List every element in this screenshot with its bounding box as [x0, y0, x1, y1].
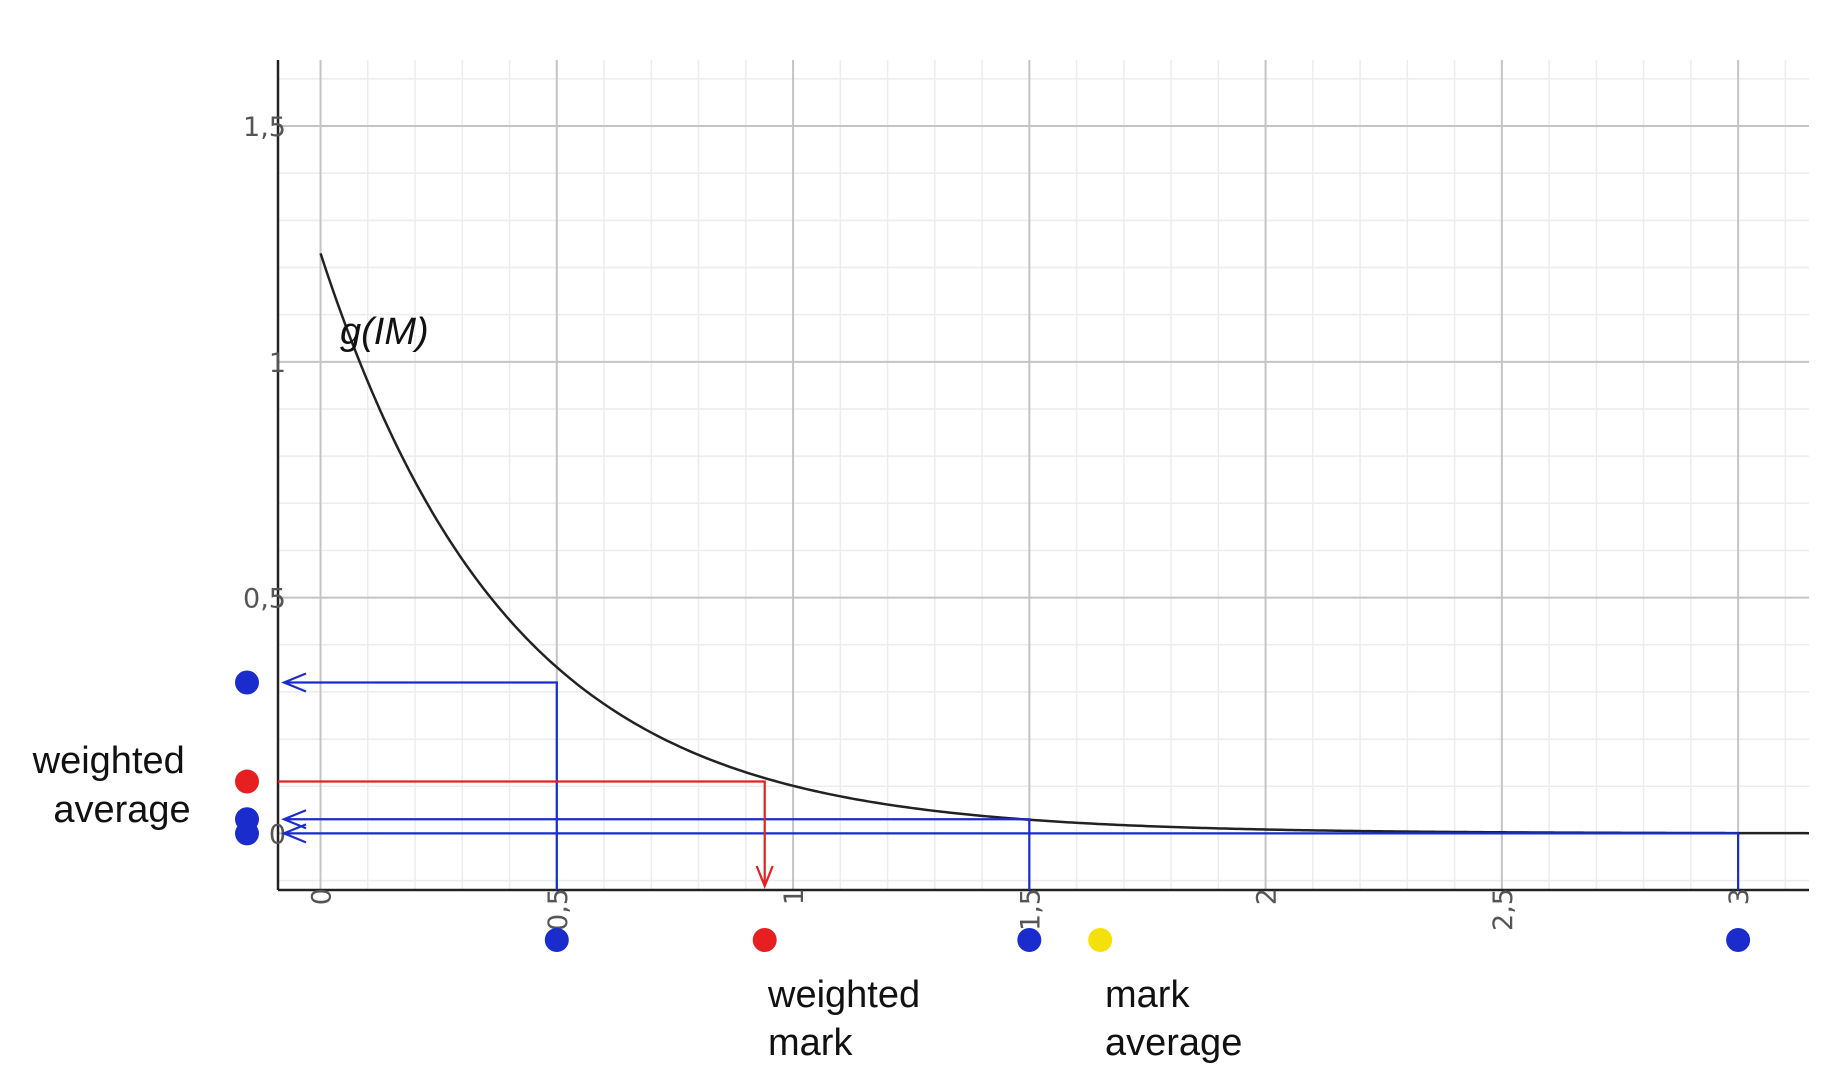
axes: [276, 60, 1809, 892]
weighted-mark-dot: [752, 928, 777, 952]
y-tick-labels: 0 0,5 1 1,5: [243, 112, 286, 850]
weighted-average-label-line1: weighted: [32, 740, 185, 782]
g-curve: [319, 252, 1810, 835]
mark-average-label-line1: mark: [1105, 974, 1190, 1016]
sample-x-dot: [1726, 928, 1751, 952]
x-tick-label: 1: [779, 888, 810, 905]
y-tick-label: 1,5: [243, 112, 286, 143]
weighted-mark-label-line1: weighted: [767, 974, 920, 1016]
sample-dots: [235, 670, 1751, 952]
sample-y-dot: [235, 670, 259, 695]
sample-guide-line: [284, 681, 558, 890]
x-tick-label: 2,5: [1488, 888, 1519, 931]
y-tick-label: 1: [269, 348, 286, 379]
sample-guide-arrowhead: [281, 823, 307, 844]
grid-minor: [278, 60, 1809, 890]
sample-x-dot: [544, 928, 569, 952]
weighted-average-label: weighted average: [32, 740, 196, 831]
sample-guide-line: [284, 818, 1031, 890]
x-tick-label: 2: [1252, 888, 1283, 905]
x-tick-label: 3: [1724, 888, 1755, 905]
curve-label: g(IM): [340, 311, 429, 353]
weighted-average-dot: [235, 769, 259, 794]
sample-guide-line: [284, 832, 1740, 890]
mark-average-dot: [1088, 928, 1113, 952]
x-tick-label: 0,5: [543, 888, 574, 931]
sample-guide-arrowhead: [281, 809, 307, 830]
sample-x-dot: [1017, 928, 1042, 952]
sample-guide-arrowhead: [281, 672, 307, 693]
y-tick-label: 0: [269, 819, 286, 850]
x-tick-labels: 0 0,5 1 1,5 2 2,5 3: [307, 888, 1756, 931]
mark-average-label-line2: average: [1105, 1022, 1242, 1064]
guide-arrows: [278, 672, 1740, 890]
y-tick-label: 0,5: [243, 584, 286, 615]
weighted-guide-line: [278, 780, 766, 886]
weighted-average-label-line2: average: [53, 789, 190, 831]
sample-y-dot: [235, 821, 259, 846]
grid-major: [278, 60, 1809, 890]
x-tick-label: 0: [307, 888, 338, 905]
weighted-guide-arrowhead: [755, 865, 774, 889]
x-tick-label: 1,5: [1015, 888, 1046, 931]
weighted-mark-label: weighted mark: [767, 974, 931, 1064]
mark-average-label: mark average: [1105, 974, 1242, 1064]
weighted-mark-label-line2: mark: [768, 1022, 853, 1064]
